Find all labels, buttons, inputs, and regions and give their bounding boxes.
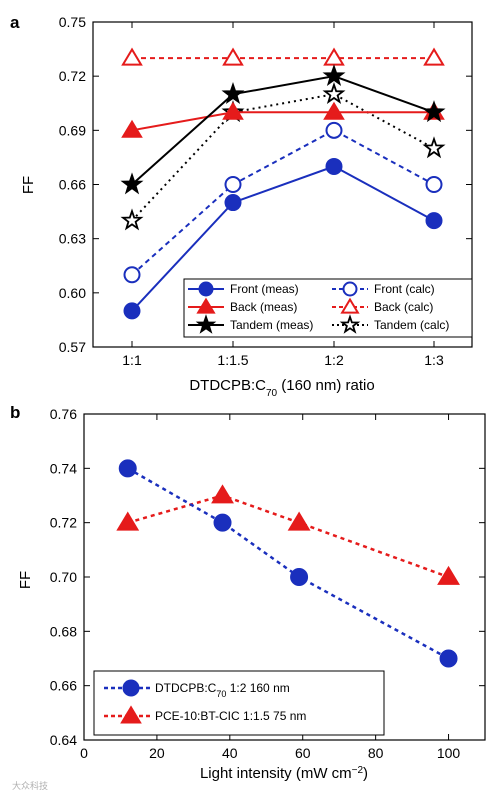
y-tick-label: 0.74 [50,460,77,476]
data-point [221,82,245,104]
x-tick-label: 20 [149,745,165,761]
legend-marker [122,679,140,697]
data-point [123,302,141,320]
data-point [121,119,143,138]
y-tick-label: 0.57 [59,339,86,355]
chart-b-x-label: Light intensity (mW cm−2) [200,765,368,783]
series-line [127,467,450,660]
legend-label: PCE-10:BT-CIC 1:1.5 75 nm [155,709,306,723]
watermark-text: 大众科技 [12,780,48,791]
legend-label: Back (calc) [374,300,433,314]
y-tick-label: 0.75 [59,14,86,30]
data-point [325,157,343,175]
x-tick-label: 1:2 [324,352,344,368]
x-tick-label: 80 [368,745,384,761]
data-point [422,136,446,159]
x-tick-label: 1:1.5 [217,352,248,368]
data-point [425,212,443,230]
chart-a-y-label: FF [20,176,37,194]
chart-b-y-label: FF [17,571,34,589]
legend-label: Back (meas) [230,300,297,314]
chart-b: 0.64 0.66 0.68 0.70 0.72 0.74 0.76 0 20 40 60 80 100… [50,406,486,761]
x-tick-label: 1:3 [424,352,444,368]
y-tick-label: 0.72 [59,68,86,84]
legend-marker [339,314,361,334]
y-tick-label: 0.66 [50,678,77,694]
series-line [131,165,435,312]
data-point [323,47,345,66]
chart-a-x-label: DTDCPB:C70 (160 nm) ratio [189,377,374,399]
data-point [213,513,232,532]
x-tick-label: 60 [295,745,311,761]
legend-label: Front (meas) [230,282,299,296]
legend-label: DTDCPB:C70 1:2 160 nm [155,681,290,699]
data-point [120,172,144,195]
legend: DTDCPB:C70 1:2 160 nm PCE-10:BT-CIC 1:1.5… [93,670,385,736]
y-tick-label: 0.66 [59,177,86,193]
series-line [131,93,435,222]
data-point [425,176,443,193]
series-line [131,75,435,186]
series-line [131,111,434,132]
legend-marker [196,297,216,314]
y-tick-label: 0.60 [59,285,86,301]
data-point [322,82,346,104]
x-tick-label: 1:1 [122,352,142,368]
y-tick-label: 0.68 [50,623,77,639]
data-point [287,511,311,531]
legend-marker [340,297,360,314]
legend-label: Tandem (calc) [374,318,449,332]
legend-marker [195,314,217,334]
data-point [437,565,460,585]
legend-marker [342,281,358,297]
series-line [131,129,435,276]
y-tick-label: 0.70 [50,569,77,585]
y-tick-label: 0.63 [59,231,86,247]
data-point [325,121,343,139]
data-point [322,64,346,87]
x-tick-label: 100 [437,745,461,761]
y-tick-label: 0.64 [50,732,77,748]
legend: Front (meas) Back (meas) Tandem (meas) Fron… [183,278,473,338]
x-tick-label: 0 [80,745,88,761]
data-point [121,47,143,66]
legend-label: Tandem (meas) [230,318,313,332]
legend-marker [120,705,142,724]
legend-marker [198,281,214,297]
data-point [123,266,141,284]
legend-label: Front (calc) [374,282,435,296]
y-tick-label: 0.76 [50,406,77,422]
series-line [127,494,449,579]
data-point [290,568,309,586]
data-point [439,649,458,668]
legend-box [93,670,385,736]
data-point [422,100,446,123]
data-point [211,484,234,504]
chart-a: 0.57 0.60 0.63 0.66 0.69 0.72 0.75 1:1 1:1.5 1:2 1… [59,14,473,368]
data-point [224,176,242,193]
data-point [120,208,144,231]
data-point [118,459,137,478]
panel-a-label: a [10,13,20,32]
x-tick-label: 40 [222,745,238,761]
data-point [224,194,242,212]
data-point [222,47,244,66]
data-point [116,511,140,531]
data-point [222,101,244,120]
legend-box [183,278,473,338]
data-point [323,101,345,120]
data-point [423,47,445,66]
panel-b-label: b [10,403,20,422]
y-tick-label: 0.72 [50,515,77,531]
y-tick-label: 0.69 [59,122,86,138]
